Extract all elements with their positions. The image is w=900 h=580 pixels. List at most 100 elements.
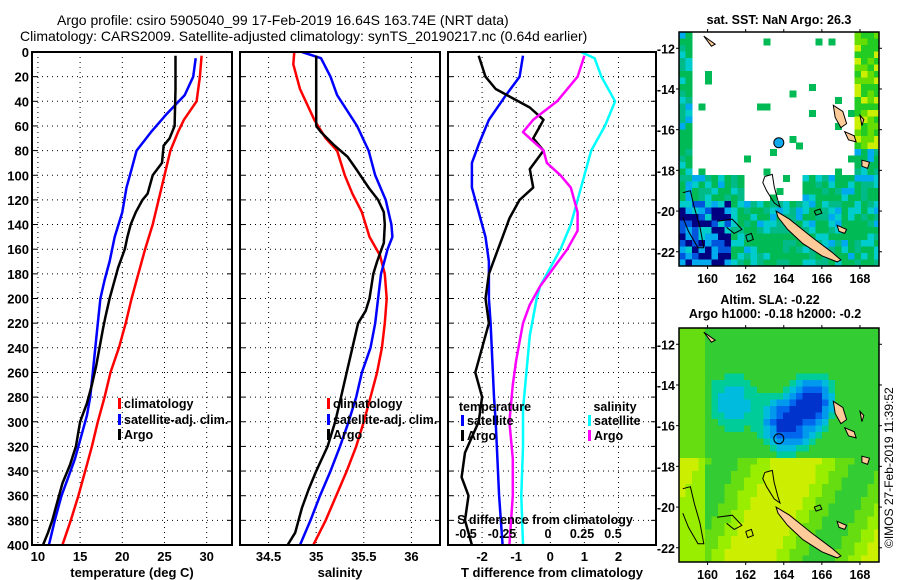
map-cell bbox=[724, 490, 732, 498]
map-cell bbox=[861, 425, 868, 433]
map-cell bbox=[815, 341, 823, 348]
map-cell bbox=[685, 510, 693, 517]
map-cell bbox=[861, 90, 868, 98]
map-cell bbox=[809, 207, 816, 215]
map-cell bbox=[731, 438, 738, 446]
map-cell bbox=[724, 328, 732, 335]
map-cell bbox=[854, 432, 862, 439]
map-cell bbox=[861, 220, 868, 228]
map-cell bbox=[718, 542, 725, 550]
map-cell bbox=[744, 246, 751, 254]
map-cell bbox=[776, 393, 784, 400]
map-cell bbox=[718, 412, 725, 420]
map-cell bbox=[867, 123, 875, 130]
legend-label: climatology bbox=[333, 397, 403, 411]
map-cell bbox=[854, 341, 862, 348]
map-cell bbox=[854, 97, 862, 104]
map-cell bbox=[796, 142, 803, 150]
x-tick-label: 34.5 bbox=[256, 549, 281, 564]
map-cell bbox=[835, 214, 842, 221]
y-tick-label: 180 bbox=[7, 267, 29, 282]
map-cell bbox=[822, 516, 829, 524]
map-cell bbox=[835, 445, 842, 452]
map-cell bbox=[867, 386, 875, 394]
map-cell bbox=[841, 529, 849, 537]
map-cell bbox=[737, 207, 745, 215]
map-cell bbox=[848, 393, 855, 400]
map-cell bbox=[848, 471, 855, 478]
map-cell bbox=[737, 536, 745, 543]
map-cell bbox=[724, 201, 732, 208]
map-cell bbox=[724, 425, 732, 433]
map-cell bbox=[757, 367, 764, 374]
map-cell bbox=[841, 484, 849, 491]
map-cell bbox=[854, 419, 862, 426]
map-cell bbox=[685, 425, 693, 433]
map-cell bbox=[789, 555, 797, 562]
map-cell bbox=[828, 510, 836, 517]
map-cell bbox=[776, 523, 784, 530]
map-cell bbox=[731, 490, 738, 498]
map-cell bbox=[757, 246, 764, 254]
map-cell bbox=[705, 77, 712, 85]
map-cell bbox=[679, 233, 686, 241]
map-cell bbox=[822, 399, 829, 407]
map-cell bbox=[822, 471, 829, 478]
map-cell bbox=[737, 233, 745, 241]
map-cell bbox=[861, 77, 868, 85]
map-cell bbox=[711, 259, 719, 266]
map-cell bbox=[783, 360, 790, 368]
map-cell bbox=[815, 497, 823, 504]
map-cell bbox=[692, 201, 699, 208]
map-cell bbox=[698, 367, 706, 374]
map-cell bbox=[828, 367, 836, 374]
map-cell bbox=[802, 188, 810, 195]
map-cell bbox=[737, 188, 745, 195]
map-cell bbox=[757, 503, 764, 511]
map-cell bbox=[757, 477, 764, 485]
map-cell bbox=[711, 445, 719, 452]
map-cell bbox=[685, 529, 693, 537]
map-cell bbox=[750, 471, 758, 478]
map-cell bbox=[854, 451, 862, 459]
map-cell bbox=[796, 399, 803, 407]
map-cell bbox=[861, 490, 868, 498]
map-cell bbox=[828, 373, 836, 381]
map-cell bbox=[750, 419, 758, 426]
map-cell bbox=[705, 328, 712, 335]
map-cell bbox=[783, 536, 790, 543]
map-cell bbox=[874, 227, 879, 234]
map-cell bbox=[841, 334, 849, 342]
map-cell bbox=[835, 438, 842, 446]
map-cell bbox=[776, 233, 784, 241]
map-cell bbox=[705, 477, 712, 485]
map-cell bbox=[724, 360, 732, 368]
s-tick-label: -0.5 bbox=[455, 527, 477, 541]
map-cell bbox=[809, 354, 816, 361]
map-cell bbox=[724, 220, 732, 228]
map-cell bbox=[848, 240, 855, 247]
series-line-argo bbox=[286, 55, 387, 545]
map-cell bbox=[874, 194, 879, 202]
map-cell bbox=[802, 490, 810, 498]
map-cell bbox=[692, 181, 699, 189]
map-cell bbox=[757, 419, 764, 426]
map-cell bbox=[815, 412, 823, 420]
map-cell bbox=[718, 536, 725, 543]
map-cell bbox=[731, 233, 738, 241]
map-cell bbox=[835, 341, 842, 348]
map-cell bbox=[776, 412, 784, 420]
map-cell bbox=[731, 181, 738, 189]
x-tick-label: 166 bbox=[811, 272, 832, 286]
map-cell bbox=[692, 542, 699, 550]
map-cell bbox=[731, 373, 738, 381]
map-cell bbox=[711, 334, 719, 342]
map-cell bbox=[685, 406, 693, 413]
map-cell bbox=[789, 529, 797, 537]
map-field bbox=[679, 32, 879, 266]
map-cell bbox=[867, 149, 875, 156]
map-cell bbox=[705, 220, 712, 228]
map-cell bbox=[744, 542, 751, 550]
map-cell bbox=[731, 510, 738, 517]
map-cell bbox=[679, 246, 686, 254]
